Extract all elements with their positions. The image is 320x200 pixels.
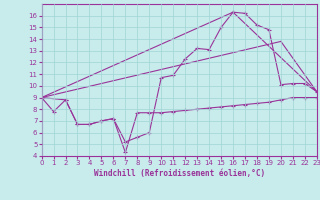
X-axis label: Windchill (Refroidissement éolien,°C): Windchill (Refroidissement éolien,°C): [94, 169, 265, 178]
